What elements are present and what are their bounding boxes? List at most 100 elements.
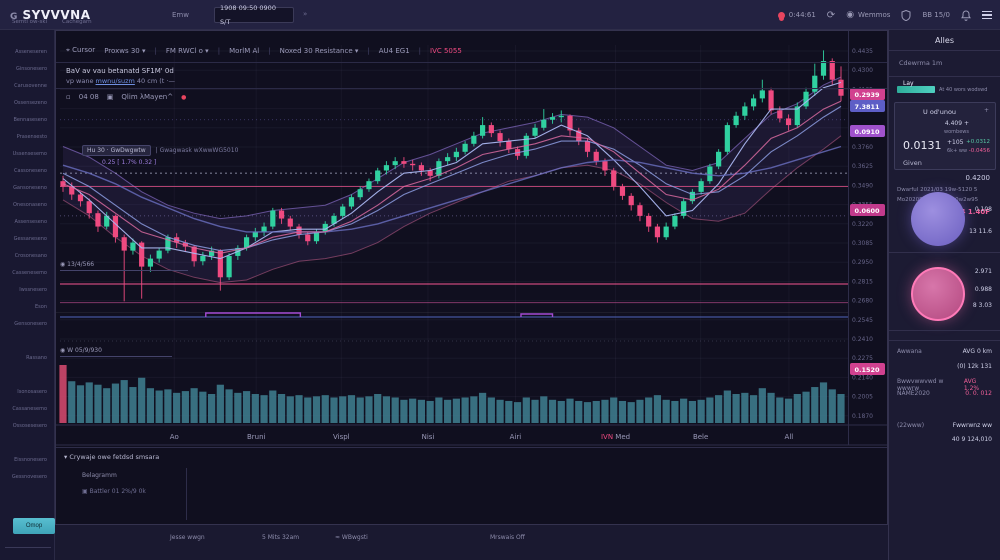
indicator-tag-1[interactable]: ◉ 13/4/566 <box>60 261 188 271</box>
toolbar-item-fm-rwcl-o[interactable]: FM RWCl o ▾ <box>166 47 209 55</box>
watchlist-item[interactable]: Carusovenne <box>0 78 54 95</box>
progress-bar[interactable] <box>897 86 935 93</box>
watchlist-item[interactable]: Gessaneseno <box>0 231 54 248</box>
svg-text:0.0910: 0.0910 <box>854 128 880 136</box>
indicator-legend[interactable]: Hu 30 · GwDwgwtw | Gwagwask wXwwWG5010 <box>82 145 238 156</box>
given-label: Given <box>903 159 922 167</box>
svg-text:0.3085: 0.3085 <box>852 240 873 247</box>
watchlist-item[interactable]: Gensonesero <box>0 316 54 333</box>
header-nav-item-1[interactable]: Semti ow-ski <box>12 19 47 25</box>
watchlist-item[interactable]: Cassenesemo <box>0 265 54 282</box>
watchlist-item[interactable]: Gansoneseno <box>0 180 54 197</box>
divider <box>889 252 1000 253</box>
watchlist-item[interactable]: Iwssnesero <box>0 282 54 299</box>
donut1-value2: 13 11.6 <box>969 228 992 235</box>
expand-chevrons-icon[interactable]: » <box>303 10 307 18</box>
svg-text:Bruni: Bruni <box>247 433 266 441</box>
recording-status[interactable]: 0:44:61 <box>778 11 816 19</box>
bottom-section-row2[interactable]: ▣ Battler 01 2%/9 0k <box>82 488 146 495</box>
stats-row[interactable]: (22www)Fwwrwnz ww <box>897 422 992 429</box>
summary-delta-up: +0.0312 <box>966 139 990 145</box>
bottom-section-header[interactable]: ▾ Crywaje owe fetdsd smsara <box>64 453 159 461</box>
svg-text:0.2815: 0.2815 <box>852 278 873 285</box>
stats-row[interactable]: 40 9 124,010 <box>897 436 992 443</box>
stats-row[interactable]: (0) 12k 131 <box>897 363 992 370</box>
toolbar-item-proxws-30[interactable]: Proxws 30 ▾ <box>104 47 145 55</box>
rec-time: 0:44:61 <box>789 11 816 19</box>
svg-text:0.2410: 0.2410 <box>852 336 873 343</box>
symbol-input[interactable]: 1908 09:50 0900 S/T <box>214 7 294 23</box>
watchlist-item[interactable]: Eissnonesero <box>0 452 54 469</box>
watchlist-item[interactable]: Cassanesemo <box>0 401 54 418</box>
menu-burger-icon[interactable] <box>982 11 992 20</box>
watchlist-item[interactable]: Prasensesto <box>0 129 54 146</box>
watchlist-item[interactable]: Eson <box>0 299 54 316</box>
donut2-value1: 2.971 <box>975 268 992 275</box>
expand-plus-icon[interactable]: + <box>984 107 989 114</box>
footer-item[interactable]: Mrswais Off <box>490 534 525 541</box>
stats-key: (22www) <box>897 422 924 429</box>
toolbar-divider: | <box>154 47 156 55</box>
watchlist-item[interactable]: Isonosasero <box>0 384 54 401</box>
bell-icon[interactable] <box>961 10 971 21</box>
indicator-pill-after: | Gwagwask wXwwWG5010 <box>156 147 239 154</box>
shield-icon[interactable] <box>901 10 911 21</box>
watchlist-item[interactable]: Ginsonesero <box>0 61 54 78</box>
donut-chart-purple[interactable] <box>911 192 965 246</box>
stats-row[interactable]: NAME20200. 0. 012 <box>897 390 992 397</box>
svg-text:0.2939: 0.2939 <box>854 91 880 99</box>
watchlist-item[interactable]: Cassoneseno <box>0 163 54 180</box>
watchlist-item[interactable]: Ossensezeno <box>0 95 54 112</box>
watchlist-item[interactable]: Assenseseno <box>0 214 54 231</box>
rpanel-subtitle[interactable]: Cdewrma 1m <box>899 59 942 67</box>
trading-terminal: { "header": { "logo_prefix": "G", "logo"… <box>0 0 1000 560</box>
chart-legend-line2: vp wane mwnu/suzm 40 cm (t ·— <box>66 77 175 85</box>
given-value: 0.4200 <box>966 174 991 182</box>
sidebar-action-button[interactable]: Omop <box>13 518 55 534</box>
signal-icon: ◉ <box>846 10 854 20</box>
stats-key: Awwana <box>897 348 922 355</box>
svg-text:IVN Med: IVN Med <box>601 433 630 441</box>
snapshot-icon[interactable]: ▫ <box>66 93 71 101</box>
watchlist-item[interactable]: Crosonesano <box>0 248 54 265</box>
watchlist-item[interactable]: Rassano <box>0 350 54 367</box>
chart-legend-line1[interactable]: BaV av vau betanatd SF1M' 0d <box>66 67 174 75</box>
network-status[interactable]: ◉ Wemmos <box>846 10 890 20</box>
refresh-icon[interactable]: ⟳ <box>827 10 835 21</box>
volume-indicator-tag[interactable]: ◉ W 05/9/930 <box>60 347 172 357</box>
toolbar-item-morlm-al[interactable]: MorlM Al <box>229 47 259 55</box>
progress-note: At 40 wors wodswd <box>939 87 987 93</box>
sidebar-divider <box>5 547 51 548</box>
watchlist-item[interactable]: Onesonaseno <box>0 197 54 214</box>
footer-item[interactable]: Jesse wwgn <box>170 534 205 541</box>
layout-icon[interactable]: ▣ <box>107 93 114 101</box>
rpanel-title: Alles <box>889 36 1000 45</box>
watchlist-item[interactable]: Ussensesemo <box>0 146 54 163</box>
legend2-link[interactable]: mwnu/suzm <box>96 77 135 85</box>
stats-row[interactable]: AwwanaAVG 0 km <box>897 348 992 355</box>
watchlist-item[interactable]: Gessnovesero <box>0 469 54 486</box>
watchlist-item[interactable]: Bennaseseno <box>0 112 54 129</box>
header-nav-item-2[interactable]: Cachegarn <box>62 19 92 25</box>
toolbar-item-cursor[interactable]: ⌖ Cursor <box>66 46 95 55</box>
toolbar-divider: | <box>419 47 421 55</box>
toolbar-item-au4-eg1[interactable]: AU4 EG1 <box>379 47 410 55</box>
watchlist-sidebar: AsseneserenGinsoneseroCarusovenneOssense… <box>0 30 55 560</box>
stats-value: 40 9 124,010 <box>952 436 992 443</box>
toolbar-item-noxed-30-resistance[interactable]: Noxed 30 Resistance ▾ <box>280 47 359 55</box>
divider <box>889 76 1000 77</box>
donut1-value1: 0.108 <box>975 206 992 213</box>
subbar-mode[interactable]: Qlim λMayen^ <box>121 93 173 101</box>
legend2-prefix: vp wane <box>66 77 96 85</box>
svg-text:0.2140: 0.2140 <box>852 374 873 381</box>
watchlist-item[interactable]: Asseneseren <box>0 44 54 61</box>
footer-item[interactable]: ≈ WBwgsti <box>335 534 368 541</box>
summary-delta-down: -0.0456 <box>969 148 990 154</box>
footer-item[interactable]: 5 Mits 32am <box>262 534 299 541</box>
ratio-badge[interactable]: BB 15/0 <box>922 11 950 19</box>
watchlist-item[interactable]: Ossosesesero <box>0 418 54 435</box>
bottom-section-row1[interactable]: Belagramm <box>82 472 117 479</box>
toolbar-item-ivc-5055[interactable]: IVC 5055 <box>430 47 462 55</box>
volume-indicator-label: W 05/9/930 <box>67 347 102 354</box>
donut-chart-pink[interactable] <box>911 267 965 321</box>
